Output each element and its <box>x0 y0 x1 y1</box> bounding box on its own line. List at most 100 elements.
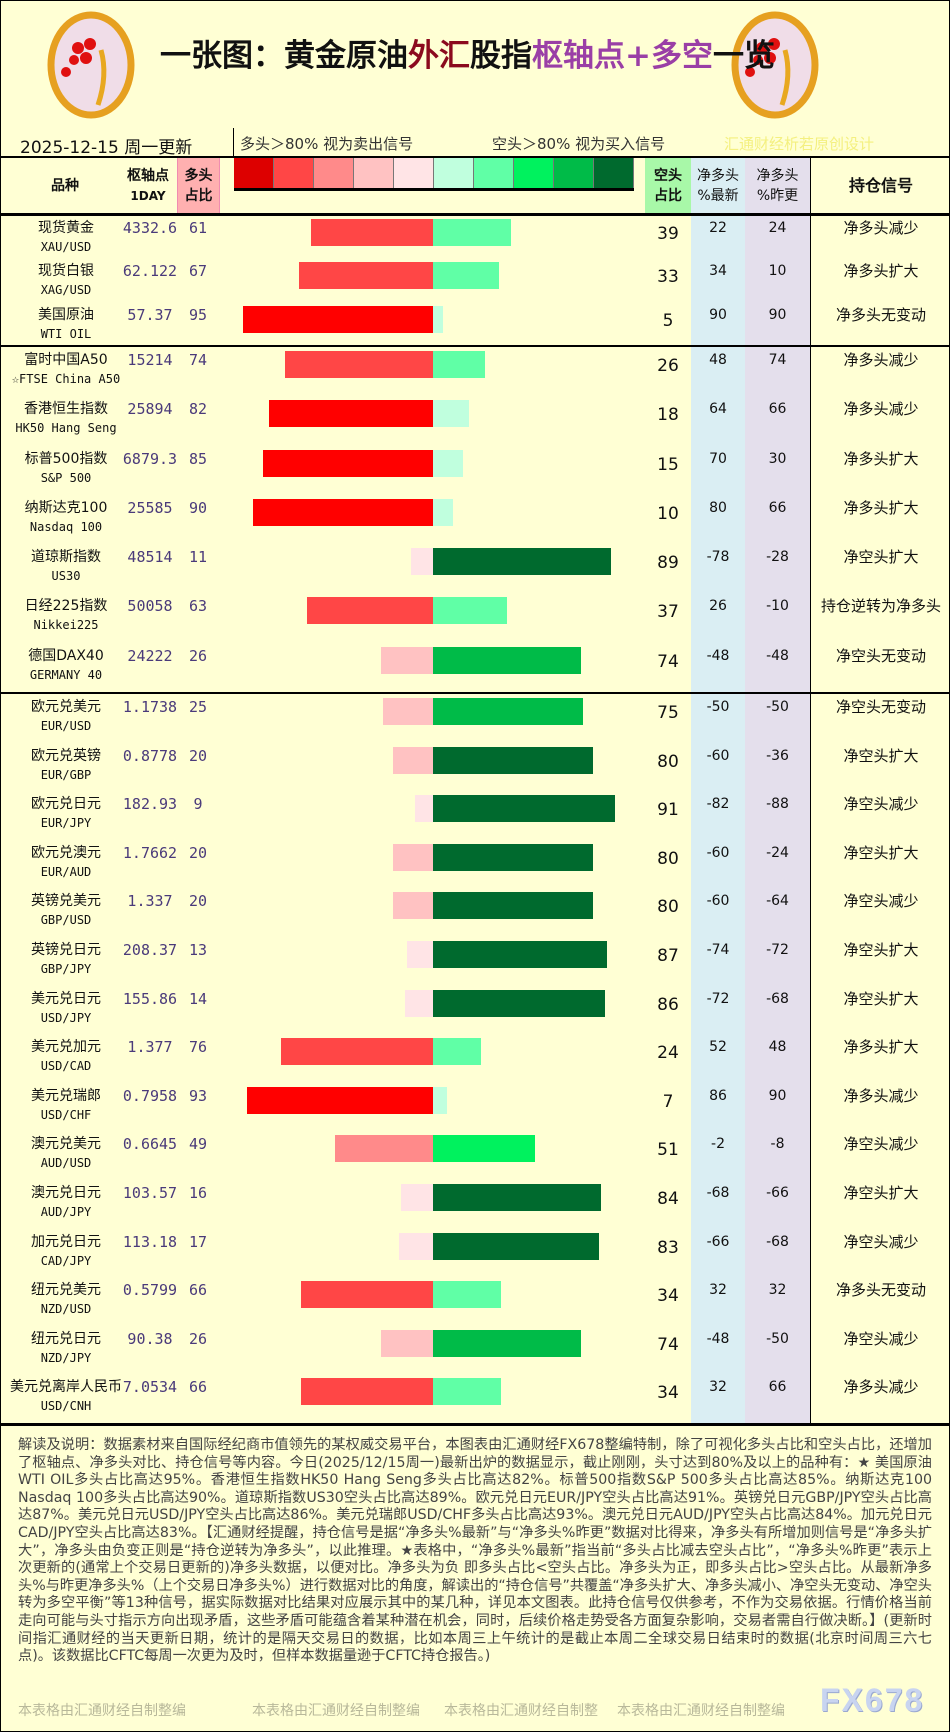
table-row: 澳元兑美元 AUD/USD 0.6645 49 51 -2 -8 净空头减少 <box>0 1131 950 1180</box>
net-long-previous: 32 <box>768 1282 787 1299</box>
group-divider <box>0 345 950 347</box>
instrument-cn-name: 欧元兑英镑 <box>31 747 101 764</box>
pivot-value: 7.0534 <box>122 1378 178 1397</box>
position-signal: 净多头扩大 <box>843 449 919 468</box>
pivot-value: 48514 <box>127 548 173 567</box>
long-percent: 90 <box>188 498 208 517</box>
table-row: 英镑兑美元 GBP/USD 1.337 20 80 -60 -64 净空头减少 <box>0 888 950 937</box>
right-logo-icon <box>731 11 819 119</box>
pivot-value: 25894 <box>127 400 173 419</box>
instrument-code: GBP/USD <box>40 913 92 928</box>
net-long-latest: 52 <box>709 1039 727 1056</box>
net-long-latest: 80 <box>709 499 727 516</box>
left-logo-icon <box>47 11 135 119</box>
position-signal: 净多头减少 <box>843 1086 919 1105</box>
instrument-code: Nikkei225 <box>33 618 99 633</box>
position-signal: 净多头无变动 <box>835 305 926 324</box>
long-bar <box>381 646 433 674</box>
short-bar <box>433 305 443 333</box>
pivot-value: 62.122 <box>122 262 178 281</box>
scale-swatch <box>474 158 514 188</box>
pivot-value: 155.86 <box>122 989 178 1008</box>
instrument-code: NZD/USD <box>40 1302 92 1317</box>
position-signal: 净多头减少 <box>843 1378 919 1397</box>
position-signal: 净多头减少 <box>843 400 919 419</box>
instrument-code: AUD/JPY <box>40 1205 92 1219</box>
instrument-name: 美元兑日元 USD/JPY <box>2 990 130 1028</box>
net-long-latest: -74 <box>706 942 730 958</box>
position-signal: 持仓逆转为净多头 <box>820 597 941 616</box>
short-bar <box>433 795 615 823</box>
table-row: 日经225指数 Nikkei225 50058 63 37 26 -10 持仓逆转为净多头 <box>0 593 950 642</box>
net-long-previous: 66 <box>768 1379 787 1396</box>
header-label: 空头 <box>654 168 682 184</box>
instrument-code: AUD/USD <box>40 1156 92 1171</box>
short-bar <box>433 1038 481 1066</box>
instrument-name: 美元兑离岸人民币 USD/CNH <box>2 1378 130 1416</box>
instrument-code: WTI OIL <box>40 326 92 341</box>
instrument-name: 欧元兑日元 EUR/JPY <box>2 795 130 833</box>
instrument-code: USD/JPY <box>40 1010 92 1025</box>
position-signal: 净多头扩大 <box>843 1038 919 1057</box>
long-bar <box>335 1135 433 1163</box>
net-long-latest: -2 <box>711 1136 725 1153</box>
pivot-value: 0.7958 <box>122 1086 178 1105</box>
short-percent: 26 <box>657 356 679 376</box>
net-long-previous: -50 <box>766 1330 789 1347</box>
long-bar <box>415 795 433 823</box>
instrument-cn-name: 加元兑日元 <box>31 1233 101 1250</box>
group-divider <box>0 692 950 694</box>
net-long-previous: 24 <box>768 220 787 236</box>
instrument-code: EUR/AUD <box>40 864 92 879</box>
instrument-cn-name: 欧元兑美元 <box>31 699 101 715</box>
table-row: 欧元兑澳元 EUR/AUD 1.7662 20 80 -60 -24 净空头扩大 <box>0 840 950 889</box>
pivot-value: 24222 <box>127 646 173 665</box>
net-long-previous: 66 <box>768 499 787 516</box>
legend-long: 多头＞80% 视为卖出信号 <box>240 135 414 153</box>
header-net-latest: 净多头 %最新 <box>691 158 745 214</box>
long-bar <box>263 449 433 477</box>
long-bar <box>405 989 433 1017</box>
scale-swatch <box>394 158 434 188</box>
pivot-value: 1.1738 <box>122 698 178 716</box>
header-label: 净多头 <box>697 168 739 184</box>
legend-short: 空头＞80% 视为买入信号 <box>492 135 666 153</box>
short-percent: 34 <box>657 1383 679 1404</box>
pivot-value: 0.8778 <box>122 746 178 765</box>
net-long-previous: -48 <box>766 647 789 664</box>
long-bar <box>401 1184 433 1211</box>
net-long-previous: -88 <box>766 796 789 813</box>
pivot-value: 103.57 <box>122 1184 178 1202</box>
instrument-name: 道琼斯指数 US30 <box>2 548 130 586</box>
short-percent: 80 <box>657 848 679 869</box>
net-long-previous: -8 <box>770 1136 785 1153</box>
net-long-latest: 32 <box>709 1282 727 1299</box>
instrument-cn-name: 美元兑日元 <box>31 990 101 1007</box>
instrument-name: 美元兑瑞郎 USD/CHF <box>2 1087 130 1125</box>
footer-explanation: 解读及说明：数据素材来自国际经纪商市值领先的某权威交易平台，本图表由汇通财经FX… <box>18 1437 932 1665</box>
long-percent: 82 <box>188 400 208 419</box>
short-bar <box>433 746 593 774</box>
short-bar <box>433 1281 501 1309</box>
instrument-cn-name: 美元兑离岸人民币 <box>10 1379 122 1396</box>
short-bar <box>433 548 611 576</box>
scale-swatch <box>274 158 314 188</box>
short-bar <box>433 989 605 1017</box>
title-part: 股指 <box>470 38 532 74</box>
table-row: 纳斯达克100 Nasdaq 100 25585 90 10 80 66 净多头扩大 <box>0 495 950 544</box>
instrument-cn-name: 澳元兑美元 <box>31 1136 101 1153</box>
instrument-code: GERMANY 40 <box>29 667 103 682</box>
pivot-value: 15214 <box>127 351 173 369</box>
instrument-name: 香港恒生指数 HK50 Hang Seng <box>2 400 130 438</box>
credit-text: 汇通财经析若原创设计 <box>724 135 875 153</box>
long-bar <box>383 698 433 725</box>
title-part: 一览 <box>712 38 775 74</box>
instrument-cn-name: 现货白银 <box>38 263 94 280</box>
table-row: 现货白银 XAG/USD 62.122 67 33 34 10 净多头扩大 <box>0 258 950 301</box>
instrument-cn-name: 欧元兑澳元 <box>31 844 101 861</box>
position-signal: 净多头扩大 <box>843 262 919 281</box>
net-long-previous: -64 <box>766 893 789 910</box>
position-signal: 净空头无变动 <box>835 698 926 716</box>
position-signal: 净空头扩大 <box>843 989 919 1008</box>
short-bar <box>433 698 583 725</box>
